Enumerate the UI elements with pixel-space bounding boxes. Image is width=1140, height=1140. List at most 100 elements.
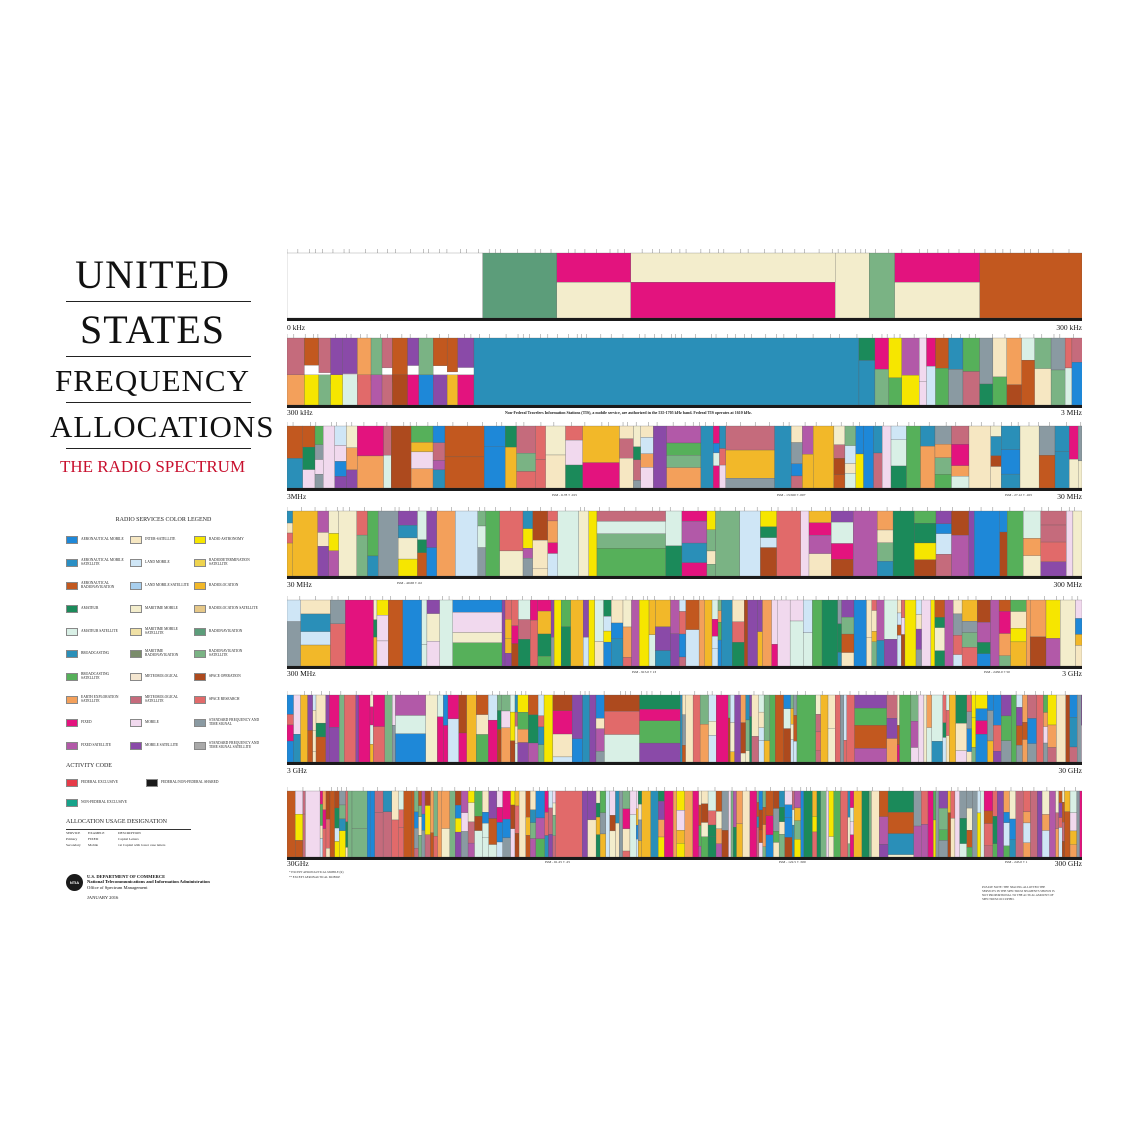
spectrum-segment bbox=[879, 844, 889, 858]
spectrum-segment bbox=[329, 790, 335, 858]
spectrum-segment bbox=[345, 847, 349, 858]
spectrum-segment bbox=[879, 790, 889, 817]
spectrum-segment bbox=[633, 446, 641, 461]
department-name: U.S. DEPARTMENT OF COMMERCE bbox=[87, 873, 166, 879]
spectrum-segment bbox=[467, 790, 475, 803]
legend-swatch bbox=[130, 650, 142, 659]
spectrum-segment bbox=[1064, 337, 1073, 369]
spectrum-segment bbox=[1041, 830, 1050, 858]
usage-table: SERVICE EXAMPLE DESCRIPTION Primary FIXE… bbox=[66, 828, 191, 848]
spectrum-segment bbox=[790, 724, 794, 740]
spectrum-segment bbox=[314, 425, 324, 445]
spectrum-segment bbox=[505, 425, 517, 448]
band-end-label: 3 MHz bbox=[1060, 408, 1082, 417]
spectrum-segment bbox=[794, 839, 801, 858]
spectrum-segment bbox=[717, 599, 722, 611]
legend-label: MARITIME RADIONAVIGATION bbox=[145, 649, 179, 658]
spectrum-segment bbox=[655, 599, 671, 627]
spectrum-segment bbox=[307, 730, 313, 763]
spectrum-segment bbox=[791, 425, 803, 443]
spectrum-segment bbox=[841, 617, 855, 635]
spectrum-segment bbox=[525, 835, 531, 858]
legend-item: METEOROLOGICAL SATELLITE bbox=[130, 689, 192, 712]
spectrum-segment bbox=[727, 717, 731, 763]
spectrum-segment bbox=[758, 711, 765, 728]
legend-label: STANDARD FREQUENCY AND TIME SIGNAL SATEL… bbox=[209, 740, 260, 749]
spectrum-segment bbox=[730, 751, 735, 763]
spectrum-segment bbox=[681, 562, 708, 577]
legend-item: AERONAUTICAL MOBILE SATELLITE bbox=[66, 552, 128, 575]
legend-swatch bbox=[66, 581, 78, 590]
spectrum-segment bbox=[853, 599, 867, 667]
spectrum-segment bbox=[974, 510, 1000, 577]
spectrum-segment bbox=[1058, 817, 1063, 828]
spectrum-segment bbox=[414, 828, 419, 849]
spectrum-segment bbox=[704, 599, 713, 667]
spectrum-segment bbox=[595, 728, 605, 752]
spectrum-segment bbox=[827, 728, 836, 763]
spectrum-segment bbox=[863, 425, 874, 489]
spectrum-segment bbox=[648, 599, 656, 635]
spectrum-segment bbox=[315, 694, 326, 724]
legend-item: MARITIME MOBILE bbox=[130, 597, 192, 620]
spectrum-segment bbox=[886, 718, 898, 739]
spectrum-segment bbox=[854, 708, 887, 726]
spectrum-segment bbox=[504, 599, 512, 620]
spectrum-segment bbox=[452, 612, 503, 633]
spectrum-segment bbox=[388, 599, 403, 667]
spectrum-segment bbox=[914, 559, 937, 577]
spectrum-segment bbox=[783, 694, 791, 710]
spectrum-segment bbox=[1062, 790, 1065, 803]
spectrum-segment bbox=[511, 599, 519, 626]
band-start-label: 30GHz bbox=[287, 859, 309, 868]
spectrum-segment bbox=[983, 790, 993, 812]
legend-label: RADIOLOCATION bbox=[209, 583, 239, 588]
spectrum-segment bbox=[418, 835, 422, 858]
spectrum-segment bbox=[426, 641, 440, 667]
spectrum-segment bbox=[517, 712, 529, 730]
spectrum-segment bbox=[629, 814, 637, 858]
spectrum-segment bbox=[871, 631, 877, 642]
spectrum-segment bbox=[658, 836, 665, 858]
spectrum-segment bbox=[587, 790, 597, 821]
spectrum-segment bbox=[1030, 790, 1038, 858]
spectrum-segment bbox=[736, 823, 743, 858]
legend-item: RADIODETERMINATION SATELLITE bbox=[194, 552, 260, 575]
title-panel: UNITED STATES FREQUENCY ALLOCATIONS THE … bbox=[50, 255, 274, 477]
legend-item: INTER-SATELLITE bbox=[130, 529, 192, 552]
activity-item: FEDERAL EXCLUSIVE bbox=[66, 772, 146, 795]
spectrum-segment bbox=[1011, 694, 1017, 763]
spectrum-segment bbox=[300, 694, 308, 763]
office-name: Office of Spectrum Management bbox=[87, 884, 148, 890]
spectrum-segment bbox=[570, 599, 584, 667]
spectrum-segment bbox=[330, 599, 346, 624]
spectrum-segment bbox=[849, 790, 854, 808]
spectrum-segment bbox=[773, 790, 780, 809]
footnote: ** EXCEPT AERONAUTICAL MOBILE bbox=[289, 875, 341, 880]
spectrum-segment bbox=[329, 727, 340, 763]
spectrum-segment bbox=[812, 831, 818, 858]
spectrum-segment bbox=[1071, 337, 1082, 363]
spectrum-segment bbox=[756, 816, 760, 828]
legend-swatch bbox=[130, 741, 142, 750]
spectrum-segment bbox=[707, 836, 717, 858]
spectrum-segment bbox=[322, 790, 327, 810]
spectrum-segment bbox=[1027, 743, 1037, 763]
spectrum-segment bbox=[611, 638, 624, 667]
spectrum-segment bbox=[499, 510, 524, 552]
spectrum-segment bbox=[319, 804, 323, 826]
spectrum-segment bbox=[411, 468, 434, 489]
spectrum-segment bbox=[968, 425, 991, 489]
spectrum-segment bbox=[966, 790, 973, 809]
spectrum-segment bbox=[314, 474, 324, 489]
spectrum-segment bbox=[808, 522, 832, 536]
spectrum-segment bbox=[897, 725, 900, 745]
spectrum-segment bbox=[784, 804, 793, 818]
spectrum-segment bbox=[325, 694, 330, 763]
spectrum-segment bbox=[334, 790, 340, 809]
spectrum-segment bbox=[287, 374, 305, 406]
spectrum-segment bbox=[476, 714, 489, 735]
spectrum-segment bbox=[392, 694, 396, 726]
spectrum-segment bbox=[679, 599, 687, 612]
spectrum-segment bbox=[732, 621, 745, 643]
